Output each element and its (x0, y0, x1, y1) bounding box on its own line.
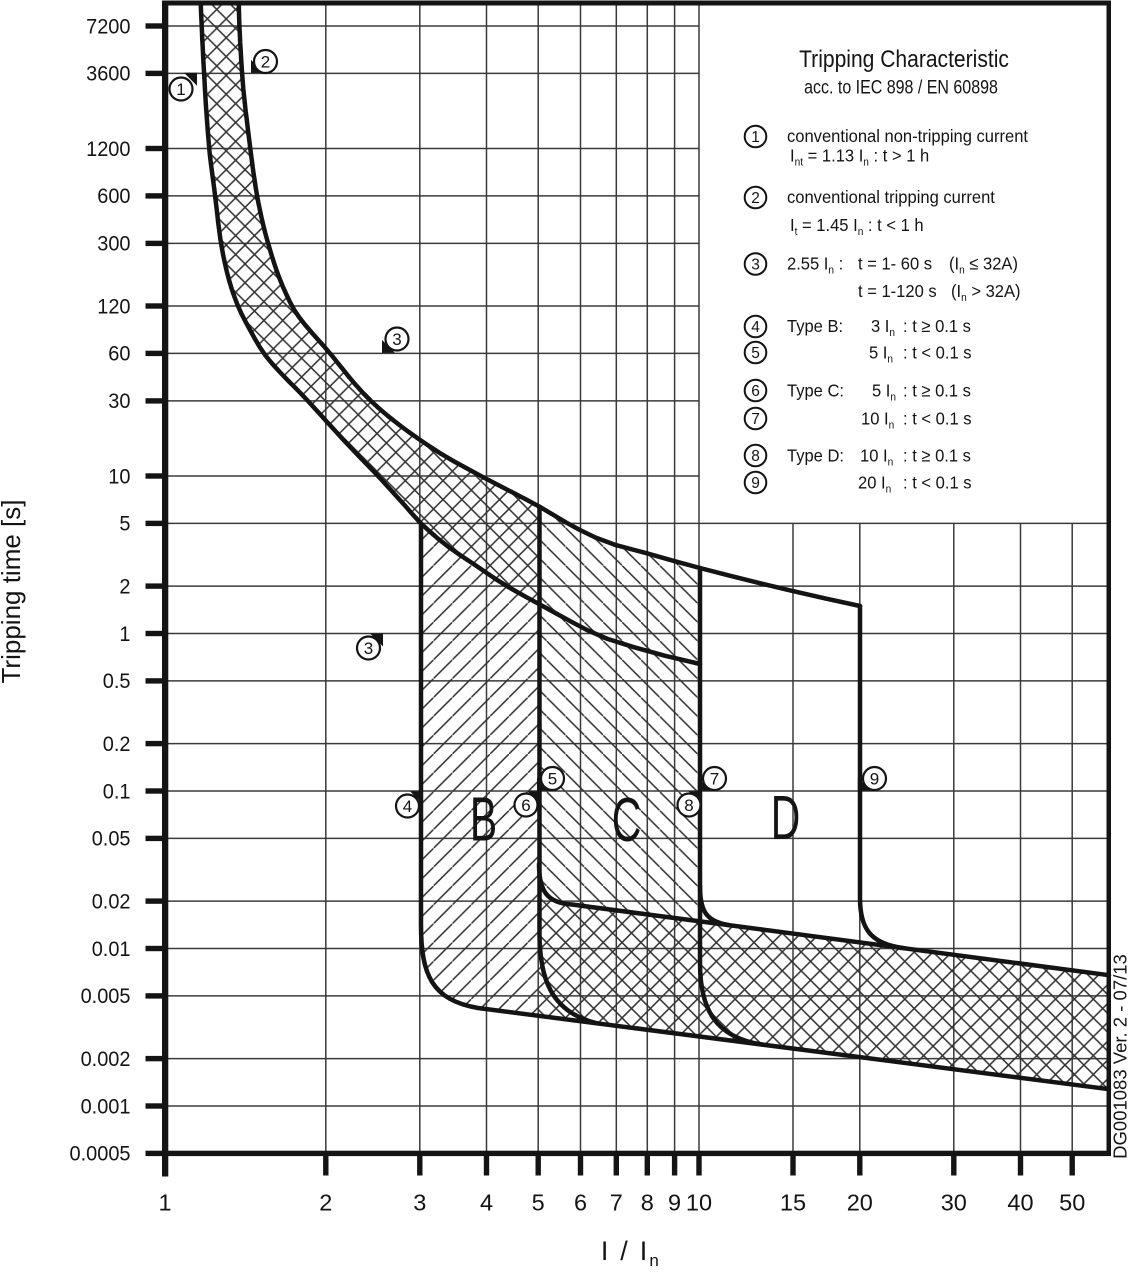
svg-text:10: 10 (108, 465, 130, 489)
svg-text:0.1: 0.1 (103, 780, 131, 804)
svg-text:: t ≥ 0.1 s: : t ≥ 0.1 s (903, 315, 971, 336)
svg-text:9: 9 (870, 770, 879, 789)
svg-text:40: 40 (1007, 1190, 1033, 1216)
svg-text:8: 8 (751, 448, 760, 465)
svg-text:(In > 32A): (In > 32A) (951, 280, 1021, 304)
svg-text:C: C (612, 786, 642, 856)
svg-text:5: 5 (532, 1190, 545, 1216)
svg-text:1200: 1200 (86, 137, 130, 161)
svg-text:0.01: 0.01 (92, 937, 131, 961)
svg-text:0.05: 0.05 (92, 827, 131, 851)
svg-text:0.002: 0.002 (81, 1047, 131, 1071)
svg-text:: t < 0.1 s: : t < 0.1 s (903, 472, 972, 493)
svg-text:50: 50 (1059, 1190, 1085, 1216)
svg-text:15: 15 (780, 1190, 806, 1216)
svg-text:9: 9 (751, 475, 760, 492)
svg-text:10: 10 (686, 1190, 712, 1216)
svg-text:2: 2 (119, 575, 130, 599)
svg-text:30: 30 (108, 390, 130, 414)
svg-text:Tripping time [s]: Tripping time [s] (0, 500, 26, 684)
svg-text:600: 600 (97, 185, 130, 209)
svg-text:9: 9 (668, 1190, 681, 1216)
svg-text:t = 1-120 s: t = 1-120 s (858, 280, 937, 301)
svg-text:2.55 In :: 2.55 In : (787, 253, 843, 277)
svg-text:8: 8 (684, 796, 693, 815)
svg-text:conventional non-tripping curr: conventional non-tripping current (787, 125, 1028, 146)
svg-text:5 In: 5 In (869, 342, 893, 366)
svg-text:(In ≤ 32A): (In ≤ 32A) (949, 253, 1018, 277)
svg-text:0.02: 0.02 (92, 890, 131, 914)
svg-text:Int = 1.13 In : t > 1 h: Int = 1.13 In : t > 1 h (790, 145, 929, 169)
svg-text:120: 120 (97, 295, 130, 319)
svg-text:7: 7 (751, 411, 760, 428)
svg-text:8: 8 (641, 1190, 654, 1216)
svg-text:5: 5 (751, 345, 760, 362)
svg-text:7: 7 (710, 770, 719, 789)
svg-text:300: 300 (97, 232, 130, 256)
svg-text:1: 1 (158, 1190, 171, 1216)
svg-text:0.0005: 0.0005 (70, 1142, 131, 1166)
svg-text:7: 7 (610, 1190, 623, 1216)
svg-text:0.5: 0.5 (103, 670, 131, 694)
svg-text:D: D (771, 784, 801, 854)
svg-text:5 In: 5 In (872, 380, 896, 404)
svg-text:: t < 0.1 s: : t < 0.1 s (903, 408, 972, 429)
svg-text:3: 3 (364, 639, 373, 658)
svg-text:10 In: 10 In (860, 445, 893, 469)
svg-text:0.005: 0.005 (81, 985, 131, 1009)
svg-text:20 In: 20 In (858, 472, 891, 496)
svg-text:DG001083 Ver. 2 - 07/13: DG001083 Ver. 2 - 07/13 (1110, 954, 1130, 1159)
svg-text:: t ≥ 0.1 s: : t ≥ 0.1 s (903, 380, 971, 401)
svg-text:4: 4 (403, 797, 412, 816)
svg-text:Type C:: Type C: (787, 380, 844, 401)
svg-text:I / In: I / In (601, 1236, 661, 1270)
svg-text:7200: 7200 (86, 15, 130, 39)
svg-text:2: 2 (319, 1190, 332, 1216)
svg-text:acc. to IEC 898 / EN 60898: acc. to IEC 898 / EN 60898 (804, 76, 998, 98)
svg-text:3: 3 (413, 1190, 426, 1216)
svg-text:3: 3 (392, 330, 401, 349)
svg-text:6: 6 (751, 383, 760, 400)
svg-text:1: 1 (176, 80, 185, 99)
svg-text:10 In: 10 In (861, 408, 894, 432)
svg-text:t = 1- 60 s: t = 1- 60 s (858, 253, 932, 274)
svg-text:60: 60 (108, 342, 130, 366)
svg-text:4: 4 (480, 1190, 493, 1216)
svg-text:: t ≥ 0.1 s: : t ≥ 0.1 s (903, 445, 971, 466)
svg-text:conventional tripping current: conventional tripping current (787, 186, 995, 207)
svg-text:Type B:: Type B: (787, 315, 843, 336)
svg-text:0.2: 0.2 (103, 732, 131, 756)
svg-text:It = 1.45 In : t < 1 h: It = 1.45 In : t < 1 h (790, 214, 924, 238)
svg-text:0.001: 0.001 (81, 1095, 131, 1119)
svg-text:6: 6 (574, 1190, 587, 1216)
svg-text:20: 20 (847, 1190, 873, 1216)
svg-text:5: 5 (119, 512, 130, 536)
svg-text:30: 30 (941, 1190, 967, 1216)
svg-text:3 In: 3 In (871, 315, 895, 339)
svg-text:3: 3 (751, 257, 760, 274)
svg-text:5: 5 (548, 770, 557, 789)
svg-text:2: 2 (261, 53, 270, 72)
svg-text:Tripping Characteristic: Tripping Characteristic (799, 44, 1009, 72)
svg-text:1: 1 (751, 129, 760, 146)
svg-text:4: 4 (751, 319, 760, 336)
svg-text:6: 6 (521, 796, 530, 815)
svg-text:1: 1 (119, 622, 130, 646)
svg-text:Type D:: Type D: (787, 445, 844, 466)
svg-text:: t < 0.1 s: : t < 0.1 s (903, 342, 972, 363)
svg-text:B: B (470, 785, 497, 855)
svg-text:3600: 3600 (86, 62, 130, 86)
svg-text:2: 2 (751, 190, 760, 207)
